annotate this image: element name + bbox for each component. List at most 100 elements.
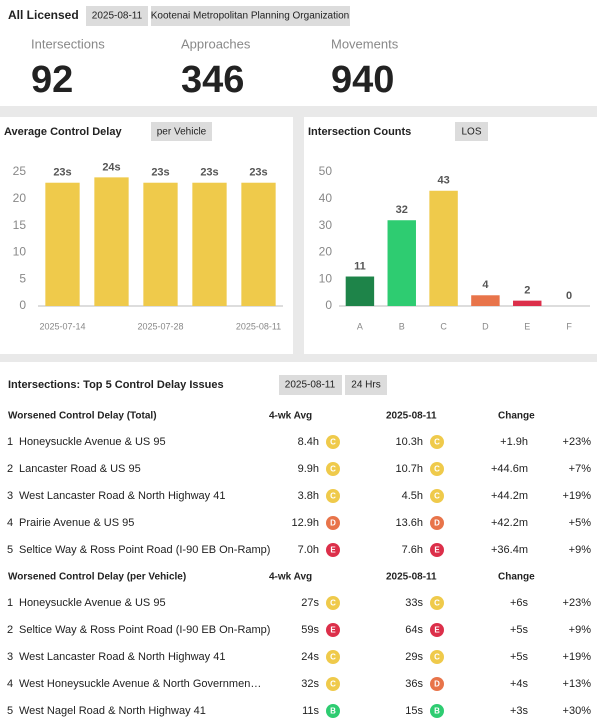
x-tick-label: C (440, 321, 447, 331)
org-chip[interactable]: Kootenai Metropolitan Planning Organizat… (151, 11, 349, 22)
bar[interactable] (513, 300, 542, 306)
intersection-name[interactable]: Lancaster Road & US 95 (19, 463, 141, 475)
bar[interactable] (192, 182, 227, 306)
change-value: +5s (510, 624, 529, 636)
stat-label: Intersections (31, 36, 105, 51)
y-tick-label: 10 (319, 271, 333, 285)
intersection-name[interactable]: West Nagel Road & North Highway 41 (19, 705, 206, 717)
y-tick-label: 25 (13, 164, 27, 178)
y-tick-label: 5 (19, 271, 26, 285)
los-letter: E (434, 546, 440, 555)
intersection-name[interactable]: Seltice Way & Ross Point Road (I-90 EB O… (19, 624, 270, 636)
los-badge (430, 462, 444, 476)
chip[interactable] (86, 6, 148, 26)
intersection-name[interactable]: Honeysuckle Avenue & US 95 (19, 597, 166, 609)
intersection-name[interactable]: West Honeysuckle Avenue & North Governme… (19, 678, 261, 690)
chip[interactable] (279, 375, 342, 395)
change-percent: +7% (569, 463, 592, 475)
avg-value: 27s (301, 597, 319, 609)
bar[interactable] (471, 295, 500, 306)
intersection-name[interactable]: Seltice Way & Ross Point Road (I-90 EB O… (19, 544, 270, 556)
los-letter: C (434, 599, 440, 608)
column-header: 2025-08-11 (386, 572, 437, 583)
chart-badge[interactable]: LOS (461, 127, 481, 138)
change-value: +44.6m (491, 463, 528, 475)
rank: 3 (7, 490, 13, 502)
current-value: 64s (405, 624, 423, 636)
date-chip[interactable]: 2025-08-11 (92, 11, 143, 22)
intersection-name[interactable]: Prairie Avenue & US 95 (19, 517, 134, 529)
avg-value: 12.9h (291, 517, 319, 529)
chart-title: Intersection Counts (308, 126, 411, 138)
current-value: 4.5h (402, 490, 423, 502)
change-percent: +19% (563, 651, 592, 663)
chip[interactable] (345, 375, 387, 395)
rank: 3 (7, 651, 13, 663)
bar[interactable] (345, 276, 375, 306)
value-label: 23s (200, 167, 218, 179)
los-badge (430, 596, 444, 610)
date-chip[interactable]: 2025-08-11 (285, 380, 336, 391)
header-title: All Licensed (8, 8, 79, 22)
chip[interactable] (151, 6, 350, 26)
value-label: 43 (437, 175, 449, 187)
rank: 2 (7, 624, 13, 636)
period-chip[interactable]: 24 Hrs (351, 380, 380, 391)
current-value: 10.3h (395, 436, 423, 448)
los-badge (430, 704, 444, 718)
intersection-name[interactable]: West Lancaster Road & North Highway 41 (19, 490, 225, 502)
los-letter: C (434, 438, 440, 447)
y-tick-label: 20 (13, 191, 27, 205)
change-value: +36.4m (491, 544, 528, 556)
y-tick-label: 0 (325, 298, 332, 312)
change-percent: +23% (563, 436, 592, 448)
stat-label: Movements (331, 36, 399, 51)
intersection-name[interactable]: West Lancaster Road & North Highway 41 (19, 651, 225, 663)
bar[interactable] (45, 182, 80, 306)
bar[interactable] (94, 177, 129, 306)
intersection-name[interactable]: Honeysuckle Avenue & US 95 (19, 436, 166, 448)
rank: 4 (7, 678, 13, 690)
los-letter: C (434, 465, 440, 474)
chip[interactable] (151, 122, 212, 141)
current-value: 15s (405, 705, 423, 717)
value-label: 11 (354, 260, 366, 272)
bar[interactable] (241, 182, 276, 306)
x-tick-label: 2025-08-11 (236, 321, 281, 331)
los-badge (430, 435, 444, 449)
rank: 4 (7, 517, 13, 529)
section-title: Intersections: Top 5 Control Delay Issue… (8, 379, 224, 391)
avg-value: 11s (302, 705, 319, 717)
bar[interactable] (429, 190, 458, 306)
avg-value: 32s (301, 678, 319, 690)
los-letter: C (330, 680, 336, 689)
chart-badge[interactable]: per Vehicle (157, 127, 207, 138)
los-badge (326, 704, 340, 718)
y-tick-label: 40 (319, 191, 333, 205)
table-title: Worsened Control Delay (per Vehicle) (8, 572, 186, 583)
avg-value: 24s (301, 651, 319, 663)
current-value: 36s (405, 678, 423, 690)
rank: 5 (7, 705, 13, 717)
current-value: 29s (405, 651, 423, 663)
los-badge (430, 677, 444, 691)
stat-label: Approaches (181, 36, 251, 51)
los-letter: B (434, 707, 440, 716)
bar[interactable] (143, 182, 178, 306)
los-badge (430, 650, 444, 664)
avg-value: 9.9h (298, 463, 319, 475)
change-value: +42.2m (491, 517, 528, 529)
y-tick-label: 50 (319, 164, 333, 178)
los-letter: E (330, 626, 336, 635)
x-tick-label: 2025-07-14 (39, 321, 85, 331)
y-tick-label: 30 (319, 218, 333, 232)
rank: 1 (7, 436, 13, 448)
chip[interactable] (455, 122, 488, 141)
los-letter: C (330, 653, 336, 662)
column-header: 4-wk Avg (269, 572, 312, 583)
bar[interactable] (387, 220, 416, 306)
change-percent: +9% (569, 544, 592, 556)
los-badge (326, 516, 340, 530)
